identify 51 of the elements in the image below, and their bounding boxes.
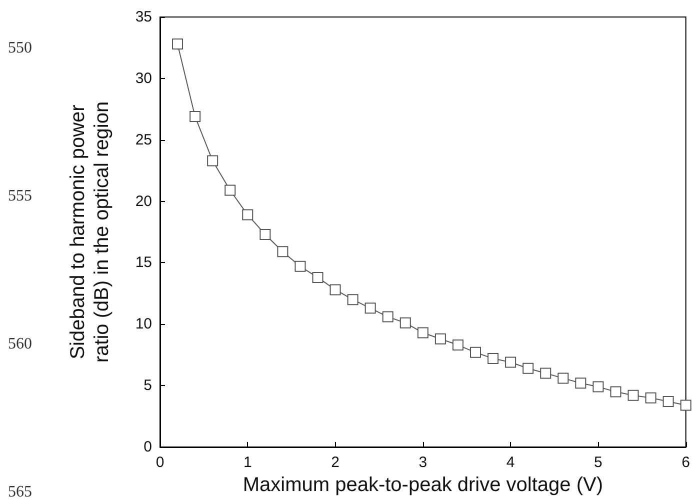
y-tick-label: 35: [135, 8, 152, 26]
point: [417, 327, 428, 338]
point: [662, 396, 674, 408]
text: 565: [8, 484, 32, 500]
text: 555: [8, 188, 32, 204]
text: 550: [8, 40, 32, 56]
point: [260, 228, 271, 240]
x-tick-label: 1: [243, 454, 252, 471]
point: [558, 372, 569, 384]
point: [505, 356, 516, 368]
point: [488, 353, 499, 364]
point: [382, 311, 394, 322]
y-tick-label: 5: [144, 377, 152, 394]
x-axis-title: Maximum peak-to-peak drive voltage (V): [242, 474, 603, 496]
point: [224, 184, 236, 196]
point: [592, 381, 604, 392]
point: [470, 346, 481, 358]
point: [645, 392, 656, 404]
point: [277, 246, 288, 258]
point: [312, 272, 324, 283]
x-tick-label: 3: [418, 454, 428, 471]
point: [190, 111, 201, 122]
point: [400, 317, 411, 328]
y-tick-label: 15: [135, 254, 152, 272]
y-tick-label: 20: [135, 192, 152, 210]
x-tick-label: 0: [156, 454, 164, 471]
y-tick-label: 25: [135, 131, 152, 148]
point: [207, 155, 218, 166]
point: [522, 362, 534, 374]
y-tick-label: 0: [144, 438, 152, 456]
point: [575, 378, 586, 389]
x-tick-label: 4: [506, 454, 515, 471]
point: [330, 284, 341, 296]
point: [294, 260, 306, 272]
x-tick-label: 6: [682, 454, 690, 471]
point: [540, 368, 552, 379]
y-axis-title: Sideband to harmonic power ratio (dB) in the optical region: [67, 101, 113, 363]
point: [172, 38, 184, 50]
text: 560: [8, 336, 32, 352]
point: [680, 400, 692, 411]
point: [452, 340, 464, 351]
y-tick-label: 30: [135, 70, 152, 87]
y-tick-label: 10: [135, 316, 152, 333]
x-tick-label: 2: [331, 454, 340, 471]
point: [242, 209, 254, 220]
point: [610, 386, 622, 398]
point: [364, 302, 376, 314]
x-tick-label: 5: [594, 454, 602, 471]
point: [347, 294, 358, 306]
point: [628, 390, 639, 401]
point: [434, 333, 446, 344]
